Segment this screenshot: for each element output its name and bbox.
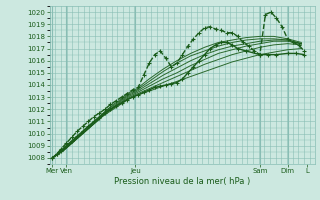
X-axis label: Pression niveau de la mer( hPa ): Pression niveau de la mer( hPa ) bbox=[114, 177, 251, 186]
